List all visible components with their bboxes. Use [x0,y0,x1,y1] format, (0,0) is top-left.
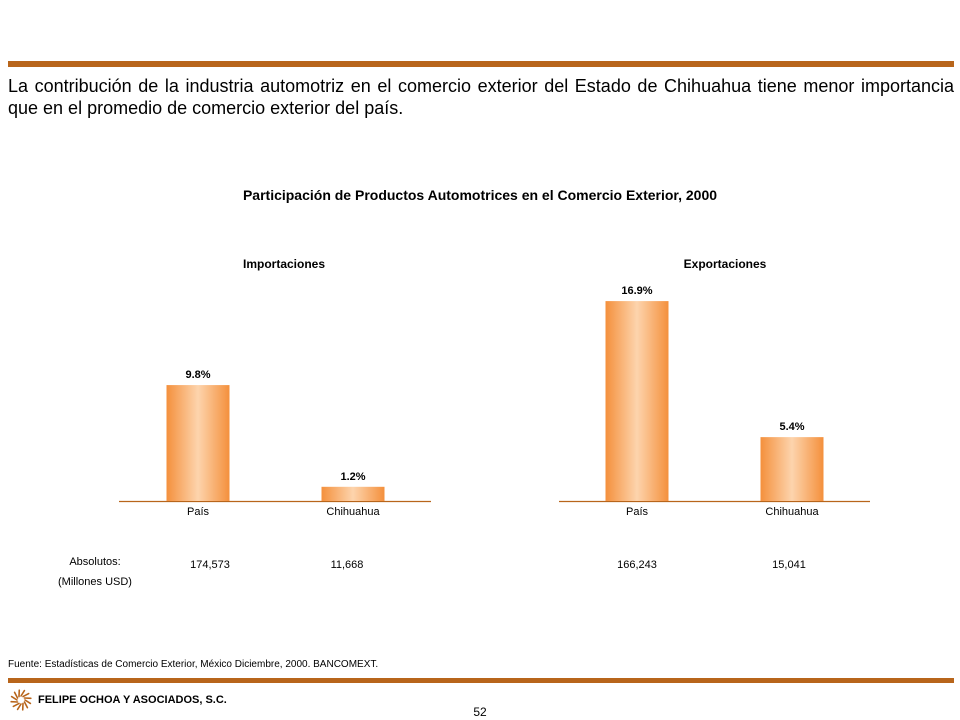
panel-title-exportaciones: Exportaciones [683,257,767,271]
source-note: Fuente: Estadísticas de Comercio Exterio… [8,659,379,670]
absolute-value-importaciones-chihuahua: 11,668 [330,559,364,571]
data-label-importaciones-pa-s: 9.8% [185,369,210,381]
intro-text: La contribución de la industria automotr… [8,76,954,118]
tick-label-importaciones-chihuahua: Chihuahua [326,506,380,518]
bar-exportaciones-pa-s [605,301,669,501]
data-label-importaciones-chihuahua: 1.2% [340,471,365,483]
absolute-value-exportaciones-pais: 166,243 [617,559,657,571]
top-rule [8,61,954,67]
tick-label-importaciones-pa-s: País [187,506,210,518]
absolute-value-importaciones-pais: 174,573 [190,559,230,571]
tick-label-exportaciones-chihuahua: Chihuahua [765,506,819,518]
data-label-exportaciones-pa-s: 16.9% [621,285,652,297]
bar-importaciones-chihuahua [321,486,385,501]
absolute-value-exportaciones-chihuahua: 15,041 [772,559,806,571]
chart-title: Participación de Productos Automotrices … [242,187,718,203]
page-number: 52 [473,705,487,719]
absolutes-unit-label: (Millones USD) [58,576,132,588]
sunburst-logo-icon [10,689,32,711]
company-name: FELIPE OCHOA Y ASOCIADOS, S.C. [38,694,227,706]
bar-exportaciones-chihuahua [760,437,824,501]
bottom-rule [8,678,954,683]
tick-label-exportaciones-pa-s: País [626,506,649,518]
panel-title-importaciones: Importaciones [242,257,326,271]
data-label-exportaciones-chihuahua: 5.4% [779,421,804,433]
absolutes-label: Absolutos: [69,556,121,568]
bar-importaciones-pa-s [166,385,230,501]
